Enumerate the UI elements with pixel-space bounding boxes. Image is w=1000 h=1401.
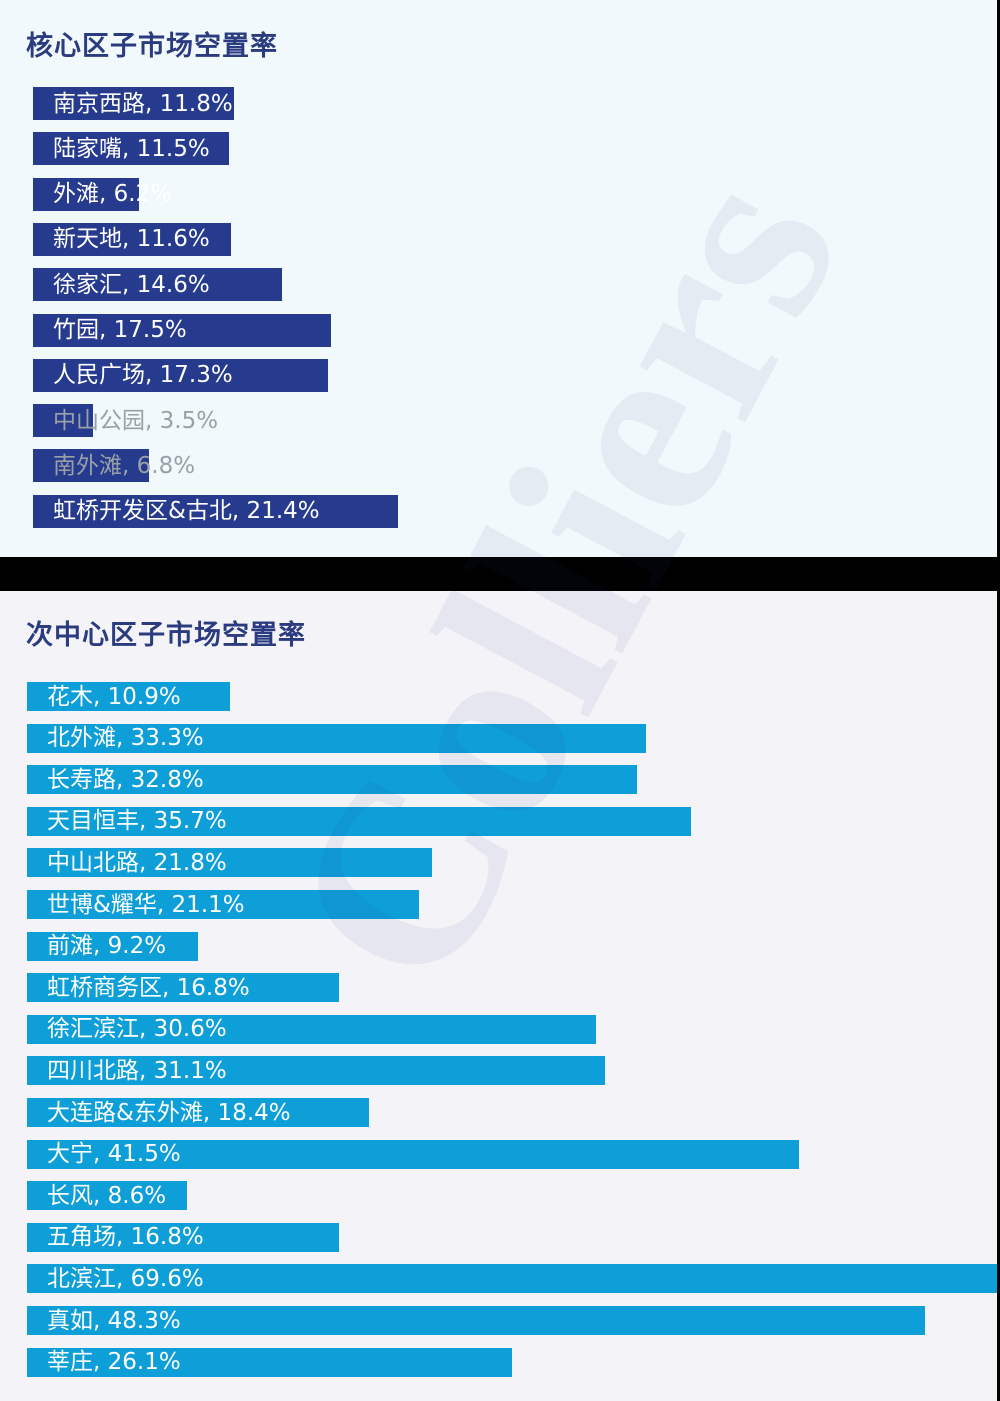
sub-bar-label: 长寿路, 32.8%	[47, 766, 204, 793]
sub-bar	[27, 931, 199, 961]
sub-bar-label: 前滩, 9.2%	[47, 933, 167, 960]
core-bar	[33, 494, 398, 528]
sub-bar	[27, 1181, 187, 1211]
core-bar	[33, 222, 231, 256]
sub-bar	[27, 765, 638, 795]
sub-bar	[27, 1056, 606, 1086]
core-bar	[33, 358, 328, 392]
sub-bar-label: 四川北路, 31.1%	[47, 1057, 227, 1084]
sub-bar-label: 天目恒丰, 35.7%	[47, 808, 227, 835]
sub-bar-label: 长风, 8.6%	[47, 1182, 167, 1209]
core-bar-label: 外滩, 6.2%	[53, 181, 173, 208]
sub-bar	[27, 1264, 997, 1294]
sub-bar-label: 徐汇滨江, 30.6%	[47, 1016, 227, 1043]
core-bar	[33, 132, 230, 166]
sub-bar	[27, 1098, 370, 1127]
sub-bar	[27, 806, 692, 836]
sub-bar-label: 世博&耀华, 21.1%	[47, 891, 245, 918]
sub-bar	[27, 1347, 513, 1377]
core-bar	[33, 449, 149, 483]
sub-bar	[27, 1306, 926, 1335]
sub-bar-label: 北外滩, 33.3%	[47, 725, 204, 752]
core-bar-label: 南外滩, 6.8%	[53, 452, 196, 479]
core-bar-label: 人民广场, 17.3%	[53, 362, 233, 389]
sub-bar	[27, 723, 647, 753]
core-bar-label: 中山公园, 3.5%	[53, 407, 219, 434]
sub-bar-label: 莘庄, 26.1%	[47, 1349, 181, 1376]
core-bar-label: 徐家汇, 14.6%	[53, 271, 210, 298]
core-bar-label: 虹桥开发区&古北, 21.4%	[53, 498, 320, 525]
sub-bar-label: 大宁, 41.5%	[47, 1141, 181, 1168]
core-bar	[33, 87, 235, 120]
sub-bar	[27, 1222, 340, 1252]
core-chart-title: 核心区子市场空置率	[26, 31, 278, 62]
core-bar-label: 陆家嘴, 11.5%	[53, 135, 210, 162]
core-bar	[33, 177, 139, 211]
core-bar-label: 竹园, 17.5%	[53, 317, 187, 343]
sub-bar-label: 北滨江, 69.6%	[47, 1265, 204, 1292]
core-bar	[33, 268, 282, 302]
core-chart-panel: 核心区子市场空置率 南京西路, 11.8% 陆家嘴, 11.5% 外滩, 6.2% 新…	[0, 0, 997, 557]
sub-chart-title: 次中心区子市场空置率	[26, 620, 306, 651]
core-bar-label: 新天地, 11.6%	[53, 226, 210, 253]
sub-chart-panel: 次中心区子市场空置率 花木, 10.9% 北外滩, 33.3% 长寿路, 32.8%…	[0, 591, 997, 1401]
sub-bar	[27, 1014, 597, 1044]
sub-bar-label: 中山北路, 21.8%	[47, 849, 227, 876]
sub-bar	[27, 848, 433, 878]
sub-bar	[27, 682, 230, 711]
sub-bar-label: 花木, 10.9%	[47, 683, 181, 710]
core-bar	[33, 404, 93, 438]
sub-bar-label: 大连路&东外滩, 18.4%	[47, 1099, 291, 1126]
sub-bar	[27, 973, 340, 1003]
sub-bar-label: 虹桥商务区, 16.8%	[47, 974, 250, 1001]
sub-bar	[27, 1139, 799, 1169]
sub-bar-label: 真如, 48.3%	[47, 1307, 181, 1334]
core-bar-label: 南京西路, 11.8%	[53, 90, 233, 117]
sub-bar	[27, 890, 420, 919]
sub-bar-label: 五角场, 16.8%	[47, 1224, 204, 1251]
core-bar	[33, 313, 332, 347]
